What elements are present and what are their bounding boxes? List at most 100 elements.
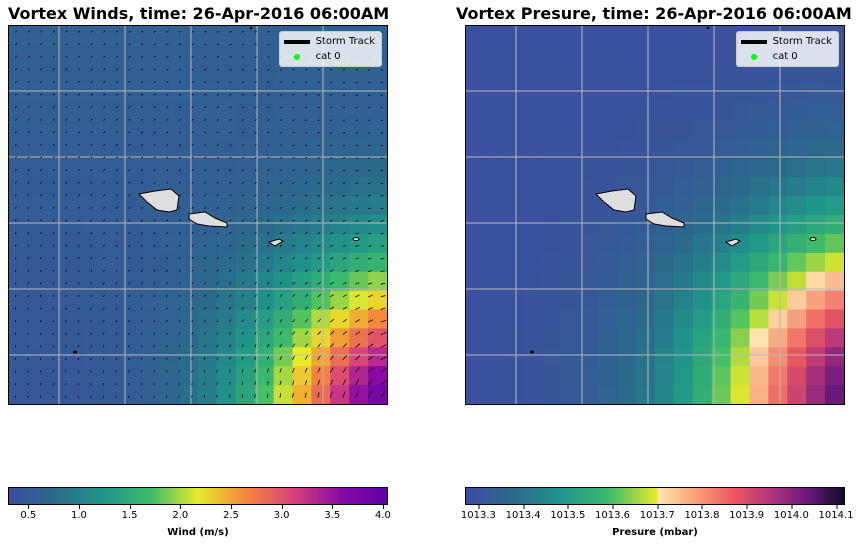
wind-arrow	[266, 393, 269, 398]
wind-arrow	[65, 181, 68, 184]
heatmap-cell	[579, 347, 599, 367]
heatmap-cell	[806, 82, 826, 103]
wind-arrow	[65, 143, 68, 146]
wind-arrow	[65, 231, 68, 235]
heatmap-cell	[198, 139, 218, 159]
wind-arrow	[90, 143, 93, 146]
heatmap-cell	[84, 347, 105, 367]
wind-arrow	[216, 43, 219, 46]
heatmap-cell	[598, 101, 618, 122]
wind-arrow	[77, 168, 80, 172]
heatmap-cell	[254, 215, 275, 235]
wind-arrow	[380, 270, 385, 273]
heatmap-cell	[522, 328, 543, 348]
heatmap-cell	[522, 252, 543, 273]
heatmap-cell	[711, 139, 732, 159]
heatmap-cell	[368, 139, 387, 159]
heatmap-cell	[235, 82, 256, 103]
wind-arrow	[229, 231, 232, 235]
wind-arrow	[241, 306, 244, 310]
heatmap-cell	[216, 26, 237, 46]
heatmap-cell	[160, 271, 180, 292]
wind-arrow	[191, 106, 194, 109]
wind-arrow	[304, 219, 308, 222]
heatmap-cell	[46, 44, 67, 65]
wind-arrow	[317, 207, 321, 210]
heatmap-cell	[617, 385, 637, 404]
wind-arrow	[166, 43, 169, 46]
wind-arrow	[166, 257, 168, 260]
heatmap-cell	[655, 44, 675, 65]
wind-arrow	[191, 369, 193, 373]
heatmap-cell	[560, 215, 580, 235]
wind-arrow	[229, 331, 232, 335]
wind-arrow	[40, 168, 42, 172]
wind-arrow	[304, 94, 308, 96]
wind-arrow	[14, 206, 17, 209]
wind-arrow	[266, 319, 270, 323]
wind-arrow	[317, 232, 321, 235]
wind-arrow	[166, 219, 169, 222]
wind-arrow	[204, 30, 207, 33]
wind-arrow	[14, 294, 17, 298]
heatmap-cell	[541, 328, 562, 348]
wind-arrow	[77, 307, 80, 310]
wind-arrow	[90, 131, 93, 134]
wind-arrow	[279, 331, 283, 335]
heatmap-cell	[216, 309, 237, 329]
heatmap-cell	[503, 177, 524, 197]
heatmap-cell	[484, 290, 505, 311]
wind-arrow	[304, 269, 308, 273]
heatmap-cell	[9, 44, 29, 65]
heatmap-cell	[484, 215, 505, 235]
wind-arrow	[115, 294, 118, 298]
heatmap-cell	[27, 177, 48, 197]
heatmap-cell	[673, 82, 694, 103]
wind-arrow	[153, 319, 156, 323]
heatmap-cell	[65, 196, 86, 216]
wind-arrow	[141, 106, 144, 109]
heatmap-cell	[806, 139, 826, 159]
heatmap-cell	[636, 233, 656, 254]
wind-arrow	[279, 194, 283, 197]
heatmap-cell	[84, 196, 105, 216]
heatmap-cell	[825, 63, 844, 84]
wind-arrow	[52, 106, 55, 109]
heatmap-cell	[46, 26, 67, 46]
heatmap-cell	[122, 366, 142, 386]
heatmap-cell	[749, 101, 769, 122]
heatmap-cell	[787, 271, 807, 292]
wind-arrow	[267, 94, 270, 96]
wind-arrow	[254, 169, 257, 172]
wind-arrow	[103, 231, 105, 235]
wind-arrow	[267, 156, 270, 159]
wind-arrow	[292, 219, 295, 222]
wind-arrow	[77, 282, 80, 285]
heatmap-cell	[466, 366, 486, 386]
heatmap-cell	[65, 252, 86, 273]
wind-arrow	[140, 231, 143, 235]
heatmap-cell	[655, 139, 675, 159]
wind-arrow	[166, 118, 169, 121]
wind-arrow	[342, 232, 346, 235]
heatmap-cell	[503, 26, 524, 46]
heatmap-cell	[122, 101, 142, 122]
heatmap-cell	[9, 309, 29, 329]
heatmap-cell	[368, 215, 387, 235]
heatmap-cell	[806, 177, 826, 197]
heatmap-cell	[560, 366, 580, 386]
wind-arrow	[191, 118, 194, 121]
heatmap-cell	[311, 196, 331, 216]
wind-arrow	[204, 144, 207, 147]
heatmap-cell	[254, 328, 275, 348]
heatmap-cell	[349, 252, 369, 273]
wind-arrow	[103, 320, 105, 323]
heatmap-cell	[9, 252, 29, 273]
heatmap-cell	[311, 233, 331, 254]
heatmap-cell	[254, 44, 275, 65]
heatmap-cell	[292, 309, 312, 329]
heatmap-cell	[141, 120, 161, 140]
wind-arrow	[191, 131, 194, 134]
wind-arrow	[14, 131, 17, 134]
island-shape	[594, 188, 637, 213]
